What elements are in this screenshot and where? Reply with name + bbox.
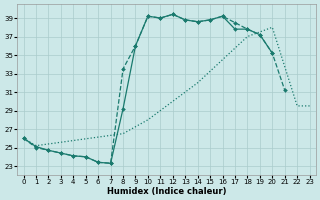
X-axis label: Humidex (Indice chaleur): Humidex (Indice chaleur)	[107, 187, 226, 196]
